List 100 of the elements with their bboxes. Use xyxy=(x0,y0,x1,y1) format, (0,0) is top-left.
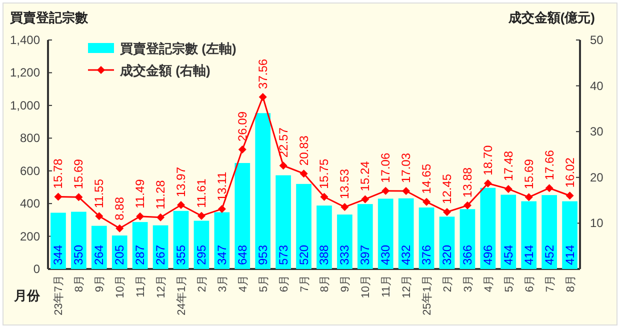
point xyxy=(443,208,451,216)
point xyxy=(463,201,472,210)
bar xyxy=(562,201,578,269)
data-label: 13.53 xyxy=(338,168,352,200)
bar xyxy=(480,188,496,269)
data-label: 496 xyxy=(480,244,495,265)
x-tick-label: 10月 xyxy=(360,275,372,298)
data-label: 22.57 xyxy=(276,127,290,158)
data-label: 520 xyxy=(296,244,311,265)
point xyxy=(279,162,288,170)
data-label: 295 xyxy=(194,244,208,265)
x-tick-label: 8月 xyxy=(319,275,332,292)
data-label: 333 xyxy=(338,244,352,265)
y2-tick-label: 30 xyxy=(590,124,604,139)
point xyxy=(95,212,104,220)
data-label: 15.24 xyxy=(358,160,372,192)
data-label: 17.06 xyxy=(378,152,393,183)
data-label: 452 xyxy=(542,244,556,265)
point xyxy=(504,184,512,193)
data-label: 344 xyxy=(51,244,66,265)
x-tick-label: 2月 xyxy=(442,275,454,292)
y-tick-label: 0 xyxy=(33,262,40,276)
data-label: 37.56 xyxy=(256,58,270,89)
bar xyxy=(500,194,516,269)
data-label: 15.69 xyxy=(72,158,86,190)
y-tick-label: 600 xyxy=(20,164,40,178)
point xyxy=(74,193,83,202)
bar xyxy=(276,175,291,269)
x-tick-label: 12月 xyxy=(156,275,168,298)
data-label: 17.66 xyxy=(542,150,556,180)
data-label: 20.83 xyxy=(296,135,311,166)
bar xyxy=(255,113,271,269)
y2-tick-label: 50 xyxy=(590,33,604,47)
data-label: 648 xyxy=(235,244,250,265)
point xyxy=(300,170,308,178)
legend-label: 買賣登記宗數 (左軸) xyxy=(119,41,236,56)
bar xyxy=(378,198,394,269)
data-label: 287 xyxy=(133,244,148,265)
y-tick-label: 800 xyxy=(20,131,40,146)
legend-label: 成交金額 (右軸) xyxy=(119,63,210,78)
bar xyxy=(296,184,312,269)
point xyxy=(484,179,492,188)
x-tick-label: 9月 xyxy=(340,275,352,292)
x-tick-label: 9月 xyxy=(94,275,106,292)
bar xyxy=(50,212,66,269)
x-tick-label: 8月 xyxy=(74,275,86,292)
y-tick-label: 1,000 xyxy=(10,98,40,112)
data-label: 376 xyxy=(420,244,434,265)
y-tick-label: 400 xyxy=(20,196,40,211)
y-tick-label: 1,200 xyxy=(10,66,40,80)
y2-tick-label: 10 xyxy=(590,216,604,230)
data-label: 17.03 xyxy=(399,152,414,184)
x-axis-title: 月份 xyxy=(13,288,41,303)
point xyxy=(422,198,431,206)
data-label: 953 xyxy=(256,244,270,265)
bar xyxy=(398,198,414,269)
y2-tick-label: 20 xyxy=(590,170,604,184)
bar xyxy=(234,163,250,269)
x-tick-label: 2月 xyxy=(196,275,208,292)
data-label: 8.88 xyxy=(112,196,127,220)
data-label: 15.75 xyxy=(317,158,332,189)
point xyxy=(566,192,574,200)
bar xyxy=(521,201,537,269)
x-tick-label: 4月 xyxy=(482,275,495,292)
data-label: 454 xyxy=(501,244,516,265)
point xyxy=(258,92,267,101)
x-tick-label: 5月 xyxy=(503,275,516,292)
x-tick-label: 3月 xyxy=(462,275,474,292)
point xyxy=(361,195,370,204)
bar xyxy=(542,195,557,269)
point xyxy=(545,184,554,192)
data-label: 366 xyxy=(460,244,474,265)
x-tick-label: 24年1月 xyxy=(176,275,188,316)
data-label: 13.11 xyxy=(214,171,229,201)
data-label: 264 xyxy=(92,244,106,265)
x-tick-label: 8月 xyxy=(564,275,577,292)
x-tick-label: 23年7月 xyxy=(53,275,66,316)
data-label: 11.55 xyxy=(92,178,106,208)
x-tick-label: 11月 xyxy=(135,275,148,298)
x-tick-label: 6月 xyxy=(278,275,290,292)
data-label: 13.97 xyxy=(174,166,188,198)
point xyxy=(238,146,246,154)
y2-tick-label: 40 xyxy=(590,78,604,93)
data-label: 267 xyxy=(154,244,168,265)
data-label: 573 xyxy=(276,244,290,265)
x-tick-label: 25年1月 xyxy=(422,275,434,316)
y-tick-label: 200 xyxy=(20,229,40,244)
data-label: 13.88 xyxy=(460,167,474,198)
x-tick-label: 6月 xyxy=(524,275,536,292)
data-label: 350 xyxy=(72,244,86,265)
point xyxy=(524,193,533,202)
data-label: 11.28 xyxy=(154,180,168,210)
y2-axis-title: 成交金額(億元) xyxy=(507,10,595,25)
bar xyxy=(132,222,148,269)
data-label: 397 xyxy=(358,244,372,265)
data-label: 18.70 xyxy=(480,145,495,176)
data-label: 17.48 xyxy=(501,150,516,181)
x-tick-label: 11月 xyxy=(380,275,393,298)
data-label: 320 xyxy=(440,244,454,265)
bar xyxy=(357,204,373,269)
